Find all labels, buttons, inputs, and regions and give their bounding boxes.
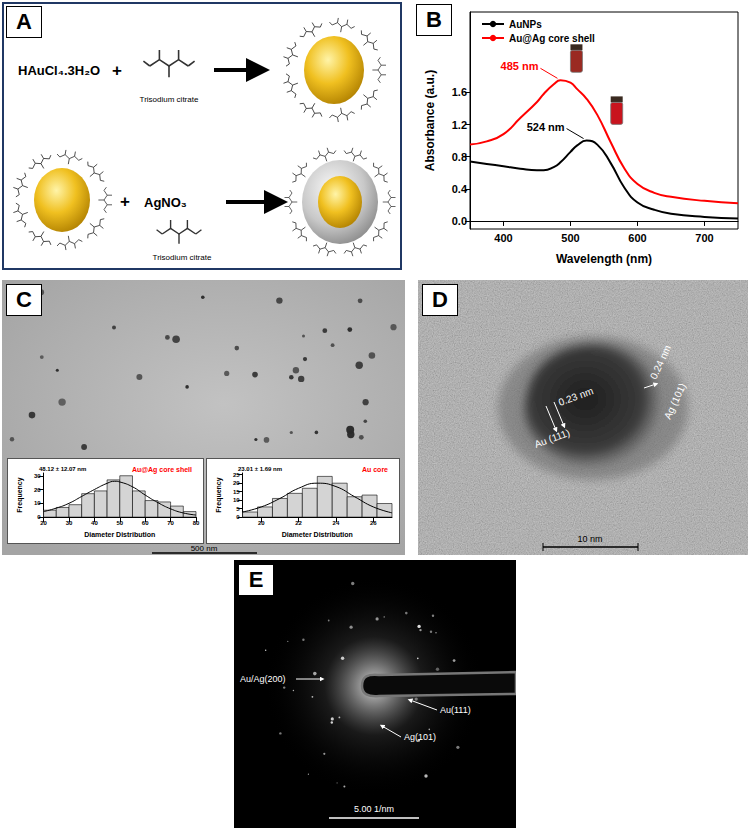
- svg-text:Absorbance (a.u.): Absorbance (a.u.): [423, 70, 437, 171]
- svg-text:400: 400: [494, 232, 512, 244]
- svg-text:600: 600: [628, 232, 646, 244]
- svg-text:Au@Ag core shell: Au@Ag core shell: [132, 466, 192, 474]
- svg-text:Frequency: Frequency: [215, 477, 223, 513]
- svg-text:Frequency: Frequency: [16, 477, 24, 513]
- svg-text:5.00 1/nm: 5.00 1/nm: [354, 804, 394, 814]
- svg-text:0.8: 0.8: [452, 151, 467, 163]
- svg-text:40: 40: [91, 520, 98, 526]
- svg-text:0.0: 0.0: [452, 215, 467, 227]
- svg-text:Wavelength (nm): Wavelength (nm): [556, 252, 652, 266]
- svg-text:22: 22: [295, 520, 302, 526]
- svg-text:AuNPs: AuNPs: [509, 19, 542, 30]
- svg-text:Ag(101): Ag(101): [404, 732, 436, 742]
- svg-text:60: 60: [142, 520, 149, 526]
- svg-text:1.6: 1.6: [452, 86, 467, 98]
- svg-text:20: 20: [233, 480, 240, 486]
- svg-text:80: 80: [193, 520, 200, 526]
- html-text:D: D: [432, 287, 448, 312]
- svg-text:Au(111): Au(111): [440, 705, 471, 715]
- svg-text:0.24 nm: 0.24 nm: [648, 343, 673, 380]
- svg-text:25: 25: [233, 472, 240, 478]
- svg-text:1.2: 1.2: [452, 119, 467, 131]
- svg-text:700: 700: [695, 232, 713, 244]
- html-text:B: B: [426, 7, 442, 32]
- svg-text:26: 26: [370, 520, 377, 526]
- svg-text:0.4: 0.4: [452, 183, 468, 195]
- svg-text:48.12 ± 12.07 nm: 48.12 ± 12.07 nm: [39, 466, 86, 472]
- svg-text:0: 0: [37, 514, 41, 521]
- html-text:A: A: [16, 9, 32, 34]
- svg-text:Au@Ag core shell: Au@Ag core shell: [509, 33, 595, 44]
- svg-text:Au core: Au core: [362, 466, 388, 473]
- svg-text:500 nm: 500 nm: [191, 544, 218, 553]
- svg-text:24: 24: [333, 520, 340, 526]
- svg-text:10: 10: [34, 500, 41, 506]
- html-text:E: E: [248, 567, 264, 592]
- svg-text:+: +: [120, 192, 130, 211]
- svg-text:30: 30: [66, 520, 73, 526]
- svg-text:500: 500: [561, 232, 579, 244]
- svg-text:Trisodium citrate: Trisodium citrate: [140, 95, 199, 104]
- svg-text:Au/Ag(200): Au/Ag(200): [240, 674, 286, 684]
- svg-text:10: 10: [233, 497, 240, 503]
- svg-text:+: +: [112, 61, 122, 80]
- svg-text:20: 20: [258, 520, 265, 526]
- svg-text:HAuCl₄.3H₂O: HAuCl₄.3H₂O: [18, 63, 100, 78]
- svg-text:10 nm: 10 nm: [577, 534, 602, 544]
- svg-text:Ag (101): Ag (101): [662, 381, 688, 420]
- svg-text:Diameter Distribution: Diameter Distribution: [282, 531, 353, 538]
- svg-text:15: 15: [233, 489, 240, 495]
- svg-text:23.01 ± 1.69 nm: 23.01 ± 1.69 nm: [238, 466, 282, 472]
- svg-text:0: 0: [236, 514, 240, 520]
- svg-text:Trisodium citrate: Trisodium citrate: [153, 253, 212, 262]
- svg-text:30: 30: [34, 473, 41, 479]
- html-text:C: C: [16, 287, 32, 312]
- svg-text:524 nm: 524 nm: [527, 121, 565, 133]
- svg-text:20: 20: [40, 520, 47, 526]
- svg-text:485 nm: 485 nm: [501, 60, 539, 72]
- svg-text:Diameter Distribution: Diameter Distribution: [84, 531, 155, 538]
- svg-text:5: 5: [236, 506, 240, 512]
- svg-text:50: 50: [116, 520, 123, 526]
- svg-text:AgNO₃: AgNO₃: [144, 195, 187, 210]
- svg-text:0.23 nm: 0.23 nm: [557, 385, 595, 408]
- svg-text:70: 70: [167, 520, 174, 526]
- svg-text:Au (111): Au (111): [533, 427, 571, 450]
- svg-text:20: 20: [34, 487, 41, 493]
